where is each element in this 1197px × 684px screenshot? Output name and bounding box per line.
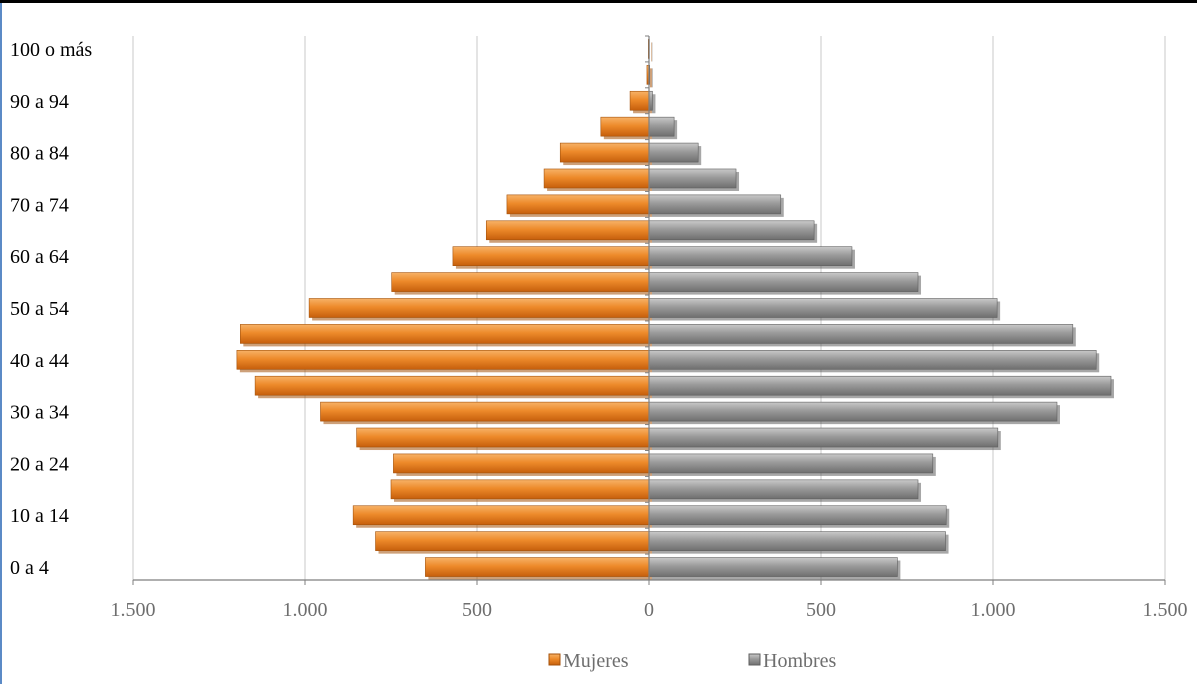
bar-hombres-4 [648, 453, 936, 476]
legend-label-hombres: Hombres [763, 650, 837, 672]
bar-mujeres-13 [485, 220, 652, 243]
bar-hombres-6 [648, 401, 1060, 425]
y-tick-label: 10 a 14 [10, 505, 69, 527]
bar-hombres-9 [648, 324, 1076, 347]
x-tick-label: 500 [806, 599, 836, 621]
top-border-rule [0, 0, 1197, 3]
legend-label-mujeres: Mujeres [563, 650, 629, 672]
bar-mujeres-6 [320, 401, 652, 425]
bar-hombres-18 [648, 90, 656, 114]
bar-hombres-1 [648, 531, 949, 554]
bar-mujeres-2 [352, 505, 652, 528]
bar-hombres-0 [648, 557, 901, 580]
y-tick-label: 70 a 74 [10, 194, 69, 216]
bar-mujeres-9 [240, 324, 652, 347]
y-tick-label: 50 a 54 [10, 298, 69, 320]
bar-mujeres-4 [393, 453, 652, 476]
x-tick-label: 500 [462, 599, 492, 621]
bar-mujeres-1 [375, 531, 652, 554]
bar-mujeres-5 [356, 427, 652, 451]
x-tick-label: 0 [644, 599, 654, 621]
bar-mujeres-15 [543, 168, 652, 191]
y-tick-label: 0 a 4 [10, 557, 49, 579]
bar-mujeres-3 [390, 479, 652, 502]
bar-mujeres-12 [452, 246, 652, 269]
y-tick-label: 100 o más [10, 39, 92, 61]
y-tick-label: 60 a 64 [10, 246, 69, 268]
y-tick-label: 90 a 94 [10, 91, 69, 113]
bar-mujeres-7 [254, 375, 652, 399]
bar-hombres-15 [648, 168, 740, 191]
x-tick-label: 1.000 [971, 599, 1016, 621]
x-tick-label: 1.500 [1143, 599, 1188, 621]
bar-mujeres-10 [308, 298, 652, 321]
legend-swatch-mujeres [548, 653, 561, 666]
bar-mujeres-16 [559, 142, 652, 166]
y-tick-label: 40 a 44 [10, 350, 69, 372]
bar-mujeres-14 [506, 194, 652, 217]
x-tick-label: 1.500 [111, 599, 156, 621]
axes [132, 35, 1166, 585]
bar-hombres-11 [648, 272, 922, 295]
bar-hombres-8 [648, 350, 1100, 373]
bar-mujeres-17 [600, 116, 652, 140]
y-tick-labels: 0 a 4 10 a 14 20 a 24 30 a 34 40 a 44 50 a 54… [10, 39, 92, 579]
bar-hombres-12 [648, 246, 855, 269]
bar-hombres-16 [648, 142, 702, 166]
bar-hombres-2 [648, 505, 950, 528]
bar-hombres-3 [648, 479, 922, 502]
bar-mujeres-0 [425, 557, 652, 580]
bars [236, 39, 1114, 580]
bar-mujeres-8 [236, 350, 652, 373]
left-border-rule [0, 3, 2, 684]
legend-swatch-hombres [748, 653, 761, 666]
bar-mujeres-18 [629, 90, 652, 114]
bar-mujeres-11 [391, 272, 652, 295]
bar-hombres-17 [648, 116, 678, 140]
bar-hombres-13 [648, 220, 818, 243]
y-tick-label: 20 a 24 [10, 453, 69, 475]
bar-hombres-5 [648, 427, 1001, 451]
bar-hombres-14 [648, 194, 784, 217]
y-tick-label: 30 a 34 [10, 402, 69, 424]
bar-hombres-10 [648, 298, 1001, 321]
y-tick-label: 80 a 84 [10, 143, 69, 165]
legend: Mujeres Hombres [548, 650, 837, 672]
bar-hombres-7 [648, 375, 1114, 399]
x-tick-label: 1.000 [283, 599, 328, 621]
x-tick-labels: 1.500 1.000 500 0 500 1.000 1.500 [111, 599, 1188, 621]
